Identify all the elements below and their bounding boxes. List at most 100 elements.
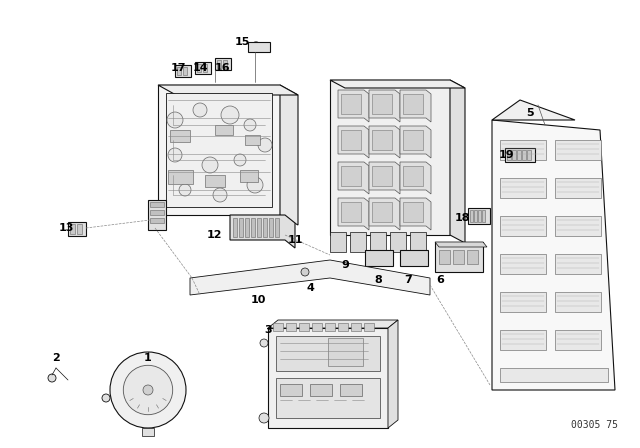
Circle shape <box>124 365 173 415</box>
Bar <box>325 323 335 331</box>
Circle shape <box>143 385 153 395</box>
Bar <box>177 67 181 75</box>
Bar <box>500 140 546 160</box>
Text: 14: 14 <box>192 63 208 73</box>
Bar <box>245 135 260 145</box>
Bar <box>370 232 386 252</box>
Bar <box>555 254 601 274</box>
Bar <box>215 58 231 70</box>
Bar <box>195 62 211 74</box>
Bar <box>351 323 361 331</box>
Text: 16: 16 <box>214 63 230 73</box>
Bar <box>223 60 227 68</box>
Circle shape <box>213 188 227 202</box>
Circle shape <box>234 154 246 166</box>
Text: 4: 4 <box>306 283 314 293</box>
Bar <box>183 67 187 75</box>
Circle shape <box>179 184 191 196</box>
Polygon shape <box>369 90 400 122</box>
Bar <box>217 60 221 68</box>
Circle shape <box>193 103 207 117</box>
Circle shape <box>251 42 261 52</box>
Polygon shape <box>388 320 398 428</box>
Bar <box>275 218 279 237</box>
Polygon shape <box>492 100 575 120</box>
Text: 19: 19 <box>498 150 514 160</box>
Text: 2: 2 <box>52 353 60 363</box>
Bar <box>474 210 477 222</box>
Bar <box>197 64 201 72</box>
Bar <box>403 130 423 150</box>
Bar <box>555 330 601 350</box>
Bar <box>350 232 366 252</box>
Polygon shape <box>330 80 450 235</box>
Bar <box>273 323 283 331</box>
Bar <box>555 216 601 236</box>
Bar <box>365 250 393 266</box>
Text: 15: 15 <box>234 37 250 47</box>
Bar <box>280 384 302 396</box>
Polygon shape <box>435 242 487 247</box>
Bar <box>150 218 164 223</box>
Bar <box>555 178 601 198</box>
Polygon shape <box>400 90 431 122</box>
Polygon shape <box>369 126 400 158</box>
Bar <box>522 150 526 160</box>
Bar <box>299 323 309 331</box>
Polygon shape <box>450 80 465 243</box>
Polygon shape <box>158 85 298 95</box>
Bar <box>372 130 392 150</box>
Bar <box>310 384 332 396</box>
Bar <box>403 166 423 186</box>
Bar <box>276 336 380 371</box>
Bar <box>245 218 249 237</box>
Bar <box>468 208 490 224</box>
Bar <box>148 200 166 230</box>
Bar <box>500 216 546 236</box>
Polygon shape <box>338 162 369 194</box>
Circle shape <box>301 268 309 276</box>
Circle shape <box>102 394 110 402</box>
Text: 5: 5 <box>526 108 534 118</box>
Bar <box>482 210 485 222</box>
Text: 13: 13 <box>58 223 74 233</box>
Bar <box>517 150 521 160</box>
Bar <box>286 323 296 331</box>
Bar <box>505 148 535 162</box>
Circle shape <box>259 413 269 423</box>
Bar <box>500 292 546 312</box>
Text: 18: 18 <box>454 213 470 223</box>
Text: 12: 12 <box>206 230 221 240</box>
Bar <box>257 218 261 237</box>
Bar <box>168 170 193 184</box>
Bar <box>500 330 546 350</box>
Bar <box>435 242 483 272</box>
Circle shape <box>168 148 182 162</box>
Bar <box>233 218 237 237</box>
Polygon shape <box>400 162 431 194</box>
Bar <box>403 202 423 222</box>
Circle shape <box>260 339 268 347</box>
Polygon shape <box>400 198 431 230</box>
Circle shape <box>110 352 186 428</box>
Text: 17: 17 <box>170 63 186 73</box>
Bar <box>341 202 361 222</box>
Bar <box>341 94 361 114</box>
Polygon shape <box>280 85 298 225</box>
Text: 7: 7 <box>404 275 412 285</box>
Circle shape <box>247 177 263 193</box>
Text: 9: 9 <box>341 260 349 270</box>
Polygon shape <box>268 328 388 428</box>
Bar <box>341 130 361 150</box>
Bar <box>527 150 531 160</box>
Text: 3: 3 <box>264 325 272 335</box>
Polygon shape <box>230 215 295 248</box>
Polygon shape <box>492 120 615 390</box>
Bar <box>400 250 428 266</box>
Polygon shape <box>338 198 369 230</box>
Bar <box>364 323 374 331</box>
Bar <box>175 65 191 77</box>
Bar <box>248 42 270 52</box>
Text: 11: 11 <box>287 235 303 245</box>
Bar <box>240 170 258 182</box>
